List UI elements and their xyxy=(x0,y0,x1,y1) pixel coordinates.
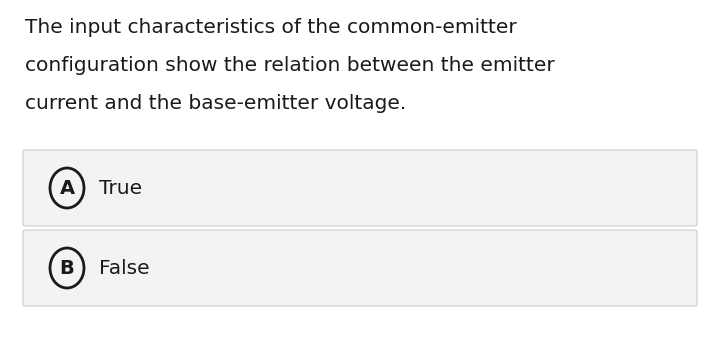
Text: B: B xyxy=(60,258,74,277)
Text: configuration show the relation between the emitter: configuration show the relation between … xyxy=(25,56,554,75)
Text: The input characteristics of the common-emitter: The input characteristics of the common-… xyxy=(25,18,517,37)
Text: False: False xyxy=(99,258,150,277)
Text: current and the base-emitter voltage.: current and the base-emitter voltage. xyxy=(25,94,406,113)
FancyBboxPatch shape xyxy=(23,230,697,306)
FancyBboxPatch shape xyxy=(23,150,697,226)
Text: A: A xyxy=(60,178,75,198)
Text: True: True xyxy=(99,178,142,198)
